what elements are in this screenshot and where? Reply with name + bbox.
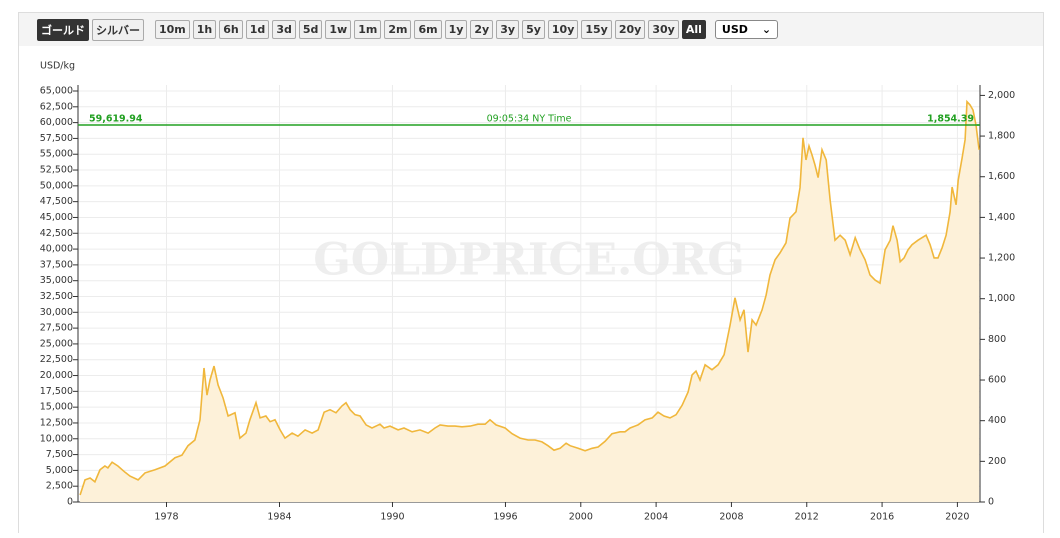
y-tick-label: 20,000 [40,370,73,381]
y2-tick-label: 1,200 [988,253,1015,264]
y-tick-label: 12,500 [40,417,73,428]
x-tick-label: 1984 [267,512,291,523]
y-tick-label: 40,000 [40,244,73,255]
x-tick-label: 1978 [154,512,178,523]
range-button[interactable]: 5d [298,20,323,39]
current-price-oz-label: 1,854.39 [927,114,974,125]
range-button[interactable]: 1d [245,20,270,39]
range-button[interactable]: 5y [522,20,545,39]
range-button[interactable]: 10m [155,20,190,39]
y-tick-label: 52,500 [40,165,73,176]
range-button[interactable]: 15y [581,20,612,39]
toolbar: ゴールド シルバー 10m 1h 6h 1d 3d 5d 1w 1m 2m 6m 1y 2y 3y 5y 10y… [19,13,1043,46]
y-tick-label: 7,500 [46,449,73,460]
y-tick-label: 10,000 [40,433,73,444]
range-button[interactable]: 1w [325,20,352,39]
range-button[interactable]: 30y [648,20,679,39]
range-button[interactable]: 20y [614,20,646,39]
y-tick-label: 32,500 [40,291,73,302]
y-tick-label: 45,000 [40,212,73,223]
y2-tick-label: 200 [988,456,1006,467]
y2-tick-label: 2,000 [988,90,1015,101]
y-tick-label: 15,000 [40,402,73,413]
currency-value: USD [721,23,748,36]
y2-tick-label: 1,800 [988,131,1015,142]
y2-tick-label: 400 [988,415,1006,426]
y-tick-label: 27,500 [40,323,73,334]
y-tick-label: 35,000 [40,275,73,286]
y-tick-label: 17,500 [40,386,73,397]
y-tick-label: 37,500 [40,259,73,270]
range-button[interactable]: 10y [547,20,579,39]
range-button[interactable]: 3d [272,20,296,39]
y-tick-label: 50,000 [40,180,73,191]
y-tick-label: 55,000 [40,149,73,160]
y-tick-label: 47,500 [40,196,73,207]
y-tick-label: 30,000 [40,307,73,318]
y-tick-label: 2,500 [46,481,73,492]
metal-button[interactable]: ゴールド [37,18,89,41]
x-tick-label: 2004 [644,512,668,523]
current-price-label: 59,619.94 [89,114,143,125]
range-button[interactable]: 2y [470,20,494,39]
chart-panel: ゴールド シルバー 10m 1h 6h 1d 3d 5d 1w 1m 2m 6m 1y 2y 3y 5y 10y… [18,12,1044,533]
y-tick-label: 57,500 [40,133,73,144]
y2-tick-label: 600 [988,375,1006,386]
range-button[interactable]: 1y [444,20,468,39]
range-button[interactable]: 2m [384,20,412,39]
y-tick-label: 25,000 [40,338,73,349]
range-button[interactable]: 1h [192,20,217,39]
range-button[interactable]: 6m [414,20,442,39]
x-tick-label: 2012 [795,512,819,523]
y-tick-label: 65,000 [40,86,73,97]
x-tick-label: 1996 [493,512,517,523]
y-tick-label: 22,500 [40,354,73,365]
x-tick-label: 1990 [380,512,404,523]
range-button[interactable]: 3y [496,20,520,39]
y-tick-label: 42,500 [40,228,73,239]
y2-tick-label: 800 [988,334,1006,345]
range-button[interactable]: 1m [354,20,382,39]
current-time-label: 09:05:34 NY Time [487,114,572,125]
y2-tick-label: 1,000 [988,293,1015,304]
y-tick-label: 5,000 [46,465,73,476]
y-tick-label: 62,500 [40,101,73,112]
currency-select[interactable]: USD ⌄ [714,20,779,39]
price-line [79,99,980,496]
y2-tick-label: 1,600 [988,171,1015,182]
y-axis-label: USD/kg [40,61,75,72]
dropdown-arrow: ⌄ [761,23,772,36]
y-tick-label: 60,000 [40,117,73,128]
y-tick-label: 0 [67,497,73,508]
metal-button[interactable]: シルバー [92,18,144,41]
y2-tick-label: 1,400 [988,212,1015,223]
x-tick-label: 2020 [945,512,969,523]
range-button[interactable]: 6h [219,20,243,39]
x-tick-label: 2008 [719,512,743,523]
area-fill [80,101,980,502]
range-button[interactable]: All [681,20,706,39]
x-tick-label: 2000 [569,512,593,523]
x-tick-label: 2016 [870,512,894,523]
y2-tick-label: 0 [988,497,994,508]
watermark: GOLDPRICE.ORG [313,235,745,286]
